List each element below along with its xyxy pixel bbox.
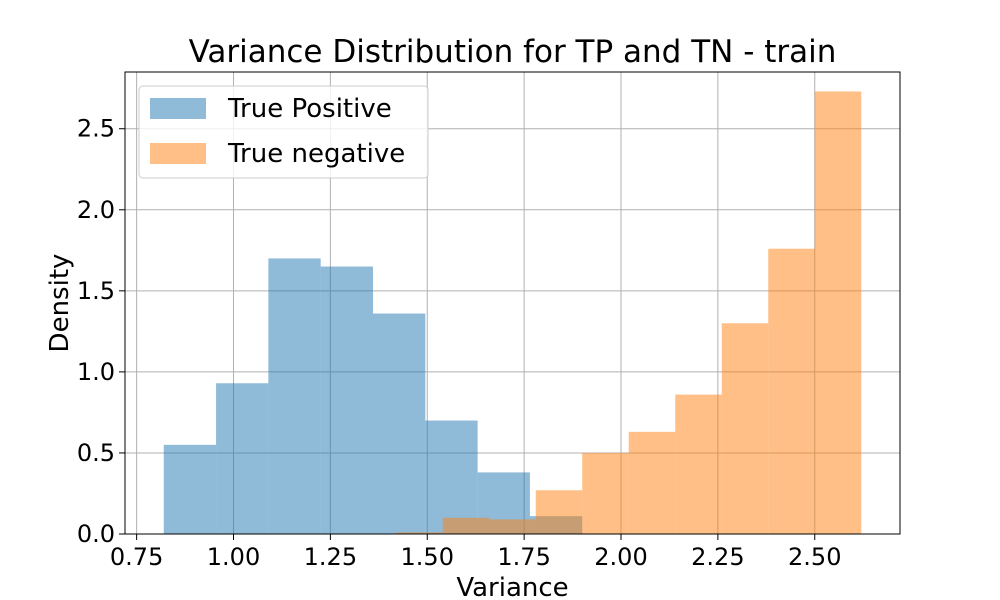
legend: True Positive True negative <box>138 85 429 179</box>
true-negative-bar <box>721 323 769 534</box>
true-positive-bar <box>425 420 478 534</box>
bars <box>163 91 862 534</box>
true-negative-bar <box>442 517 490 534</box>
legend-swatch-true-positive <box>150 98 206 119</box>
x-tick-label: 1.00 <box>207 543 260 571</box>
y-tick-label: 1.0 <box>77 358 115 386</box>
x-tick-label: 2.25 <box>691 543 744 571</box>
y-tick-label: 1.5 <box>77 277 115 305</box>
x-tick-label: 1.25 <box>304 543 357 571</box>
plot-frame <box>124 71 901 535</box>
x-tick-label: 1.75 <box>497 543 550 571</box>
x-tick-label: 1.50 <box>401 543 454 571</box>
true-negative-bar <box>489 519 536 534</box>
true-positive-bar <box>373 313 426 534</box>
legend-box <box>138 85 429 179</box>
true-negative-bar <box>535 490 583 534</box>
chart-title: Variance Distribution for TP and TN - tr… <box>189 34 837 70</box>
true-negative-bar <box>582 452 629 534</box>
y-axis-label: Density <box>45 254 75 353</box>
true-negative-bar <box>396 532 443 534</box>
x-axis-label: Variance <box>456 573 568 600</box>
true-positive-bar <box>268 258 321 534</box>
legend-swatch-true-negative <box>150 143 206 164</box>
true-positive-bar <box>216 383 269 534</box>
legend-label-true-negative: True negative <box>227 139 405 169</box>
true-positive-bar <box>320 266 373 534</box>
true-negative-bar <box>675 394 722 534</box>
x-tick-label: 2.00 <box>594 543 647 571</box>
true-negative-bar <box>768 248 815 534</box>
ticks: 0.75 1.00 1.25 1.50 1.75 2.00 2.25 2.50 0.0 0.5 1.… <box>77 115 842 571</box>
true-positive-bar <box>163 444 217 534</box>
y-tick-label: 2.0 <box>77 196 115 224</box>
true-negative-bar <box>814 91 862 534</box>
x-tick-label: 0.75 <box>110 543 163 571</box>
y-tick-label: 0.5 <box>77 439 115 467</box>
legend-label-true-positive: True Positive <box>227 94 392 124</box>
y-tick-label: 0.0 <box>77 520 115 548</box>
x-tick-label: 2.50 <box>788 543 841 571</box>
true-negative-bar <box>628 431 676 534</box>
y-tick-label: 2.5 <box>77 115 115 143</box>
